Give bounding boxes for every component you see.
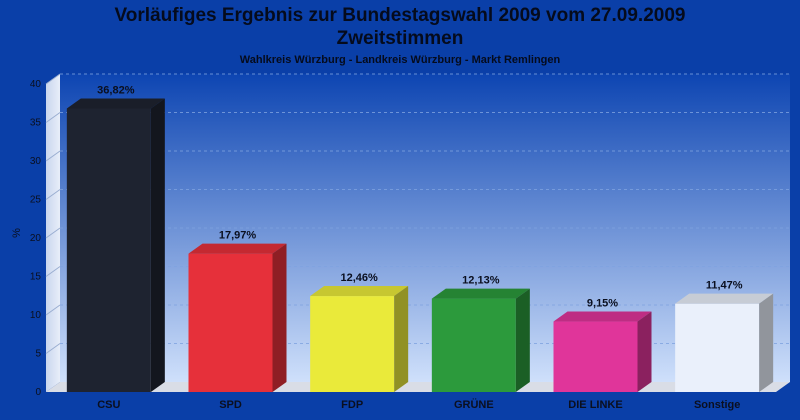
bar-side [394,286,409,392]
bar-top [310,286,409,297]
bar-top [675,293,774,304]
chart-title-line1: Vorläufiges Ergebnis zur Bundestagswahl … [114,5,686,26]
x-tick-label: FDP [341,399,363,411]
y-tick-label: 0 [35,387,41,398]
y-tick-label: 30 [30,156,42,167]
gridline-side [45,73,61,85]
x-tick-label: SPD [219,399,242,411]
y-tick-label: 5 [35,349,41,360]
bar-side [637,311,652,392]
chart-title: Vorläufiges Ergebnis zur Bundestagswahl … [0,4,800,50]
bar-top [431,288,530,299]
gridline-side [45,304,61,316]
y-tick-label: 20 [30,233,42,244]
bar [431,298,516,392]
chart-title-line2: Zweitstimmen [336,28,464,49]
gridline-side [45,150,61,162]
data-label: 36,82% [97,84,135,96]
y-tick-label: 10 [30,310,42,321]
x-tick-label: DIE LINKE [568,399,622,411]
chart-subtitle: Wahlkreis Würzburg - Landkreis Würzburg … [239,54,561,66]
data-label: 12,46% [341,272,379,284]
bar [310,296,395,392]
y-tick-label: 40 [30,79,42,90]
bar [188,253,273,392]
gridline-side [45,227,61,239]
data-label: 9,15% [587,298,618,310]
data-label: 11,47% [706,280,743,292]
bar-side [759,293,774,392]
x-tick-label: CSU [97,399,120,411]
data-label: 17,97% [219,230,257,242]
bar-side [515,288,530,392]
bar-side [272,243,287,392]
x-tick-label: Sonstige [694,399,740,411]
y-axis-label: % [11,228,23,238]
gridline-side [45,266,61,277]
y-tick-label: 15 [30,272,42,283]
x-tick-label: GRÜNE [454,398,494,411]
bar [553,321,638,392]
data-label: 12,13% [462,275,500,287]
bar-top [553,311,652,322]
gridline-side [45,343,61,354]
bar-side [150,98,165,393]
bar-top [188,243,287,254]
bar [675,303,760,392]
y-tick-label: 35 [30,118,42,129]
bar [66,108,151,393]
bar-top [66,98,165,109]
gridline-side [45,112,61,123]
gridline-side [45,189,61,200]
y-tick-label: 25 [30,195,42,206]
